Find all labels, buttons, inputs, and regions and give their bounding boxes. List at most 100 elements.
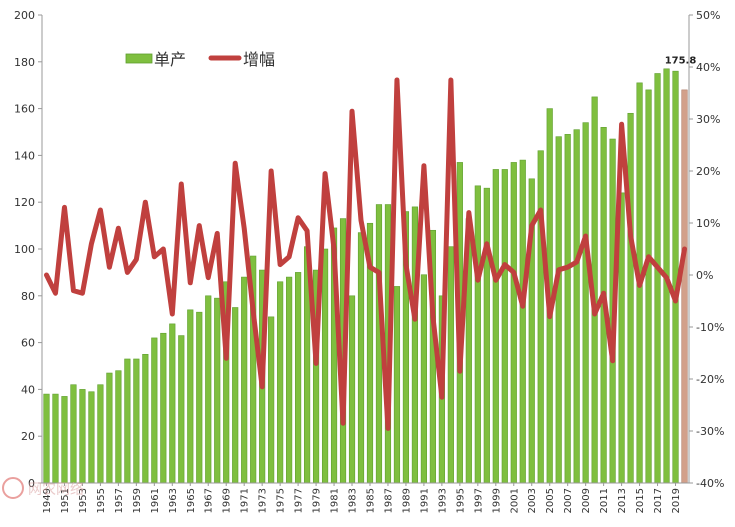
bar-1975 [277, 281, 284, 484]
bar-1950 [52, 393, 59, 484]
bar-1965 [187, 309, 194, 484]
legend: 单产 增幅 [125, 50, 275, 69]
watermark: 网农网络 [2, 477, 84, 499]
left-tick-label: 100 [14, 243, 35, 256]
bar-1976 [286, 276, 293, 484]
x-tick-label: 1979 [312, 488, 323, 513]
legend-item-line: 增幅 [208, 50, 275, 69]
bar-1971 [241, 276, 248, 484]
x-tick-label: 2007 [563, 488, 574, 513]
bar-1998 [483, 187, 490, 484]
bar-1963 [169, 323, 176, 484]
bar-2006 [555, 136, 562, 484]
legend-bar-label: 单产 [154, 50, 186, 69]
bar-1957 [115, 370, 122, 484]
left-tick-label: 0 [28, 477, 35, 490]
left-tick-label: 60 [21, 337, 35, 350]
legend-line-label: 增幅 [243, 50, 275, 69]
bar-1952 [70, 384, 77, 484]
x-tick-label: 2017 [653, 488, 664, 513]
x-tick-label: 1989 [401, 488, 412, 513]
x-tick-label: 1995 [455, 488, 466, 513]
x-tick-label: 1981 [330, 488, 341, 513]
x-tick-labels: 1949 1951 1953 1955 1957 1959 1961 1963 1965 1967… [42, 483, 682, 513]
bar-1951 [61, 396, 68, 484]
x-tick-label: 2013 [617, 488, 628, 513]
right-tick-label: -20% [696, 373, 724, 386]
x-tick-label: 1955 [96, 488, 107, 513]
x-tick-label: 1959 [132, 488, 143, 513]
x-tick-label: 1949 [42, 488, 53, 513]
bar-1962 [160, 332, 167, 484]
bar-1966 [196, 311, 203, 484]
bar-2016 [645, 89, 652, 484]
line-layer [43, 77, 688, 431]
right-tick-label: -10% [696, 321, 724, 334]
bar-1984 [357, 232, 365, 484]
bar-1961 [151, 337, 158, 484]
watermark-logo-icon [2, 477, 24, 499]
bar-2020 [681, 89, 688, 484]
x-tick-label: 2011 [599, 488, 610, 513]
bar-1949 [43, 393, 50, 484]
bar-2004 [537, 150, 544, 484]
x-tick-label: 1973 [258, 488, 269, 513]
right-tick-label: 0% [696, 269, 713, 282]
watermark-text: 网农网络 [28, 482, 84, 498]
bar-1964 [178, 335, 185, 484]
x-tick-label: 1991 [419, 488, 430, 513]
x-tick-label: 1969 [222, 488, 233, 513]
right-tick-label: 30% [696, 113, 720, 126]
x-tick-label: 1975 [276, 488, 287, 513]
x-tick-label: 1961 [150, 488, 161, 513]
x-tick-label: 2009 [581, 488, 592, 513]
right-tick-label: -40% [696, 477, 724, 490]
bar-2002 [519, 159, 526, 484]
bar-1960 [142, 353, 149, 484]
right-tick-label: 40% [696, 61, 720, 74]
bar-1977 [295, 272, 302, 484]
x-tick-label: 2005 [545, 488, 556, 513]
bar-1958 [124, 358, 131, 484]
right-tick-label: 20% [696, 165, 720, 178]
right-tick-label: 50% [696, 9, 720, 22]
x-tick-label: 2001 [509, 488, 520, 513]
bar-1997 [474, 185, 481, 484]
left-tick-label: 200 [14, 9, 35, 22]
left-tick-label: 180 [14, 56, 35, 69]
left-tick-label: 20 [21, 430, 35, 443]
left-tick-label: 80 [21, 290, 35, 303]
x-tick-label: 2019 [671, 488, 682, 513]
bar-2000 [501, 169, 508, 484]
x-tick-label: 1963 [168, 488, 179, 513]
bar-2001 [510, 162, 517, 484]
bar-1968 [214, 297, 221, 484]
x-tick-label: 1953 [78, 488, 89, 513]
right-tick-label: -30% [696, 425, 724, 438]
x-tick-label: 1965 [186, 488, 197, 513]
x-tick-label: 1967 [204, 488, 215, 513]
bar-1954 [88, 391, 95, 484]
x-tick-label: 1993 [437, 488, 448, 513]
legend-item-bar: 单产 [125, 50, 186, 69]
x-tick-label: 1977 [294, 488, 305, 513]
left-tick-labels: 0 20 40 60 80 100 120 140 160 180 200 [14, 9, 42, 490]
bar-1999 [492, 169, 499, 484]
bar-1956 [106, 372, 113, 484]
x-tick-label: 2003 [527, 488, 538, 513]
bar-1959 [133, 358, 140, 484]
x-tick-label: 1957 [114, 488, 125, 513]
left-tick-label: 120 [14, 196, 35, 209]
legend-bar-swatch [125, 53, 153, 64]
x-tick-label: 1971 [240, 488, 251, 513]
left-tick-label: 40 [21, 383, 35, 396]
bar-1988 [393, 286, 401, 484]
bar-2007 [564, 134, 571, 484]
bar-1991 [420, 274, 427, 484]
line-series-zengfu [43, 77, 688, 431]
bar-2017 [654, 73, 661, 484]
left-tick-label: 160 [14, 103, 35, 116]
x-tick-label: 1951 [60, 488, 71, 513]
x-tick-label: 1987 [383, 488, 394, 513]
